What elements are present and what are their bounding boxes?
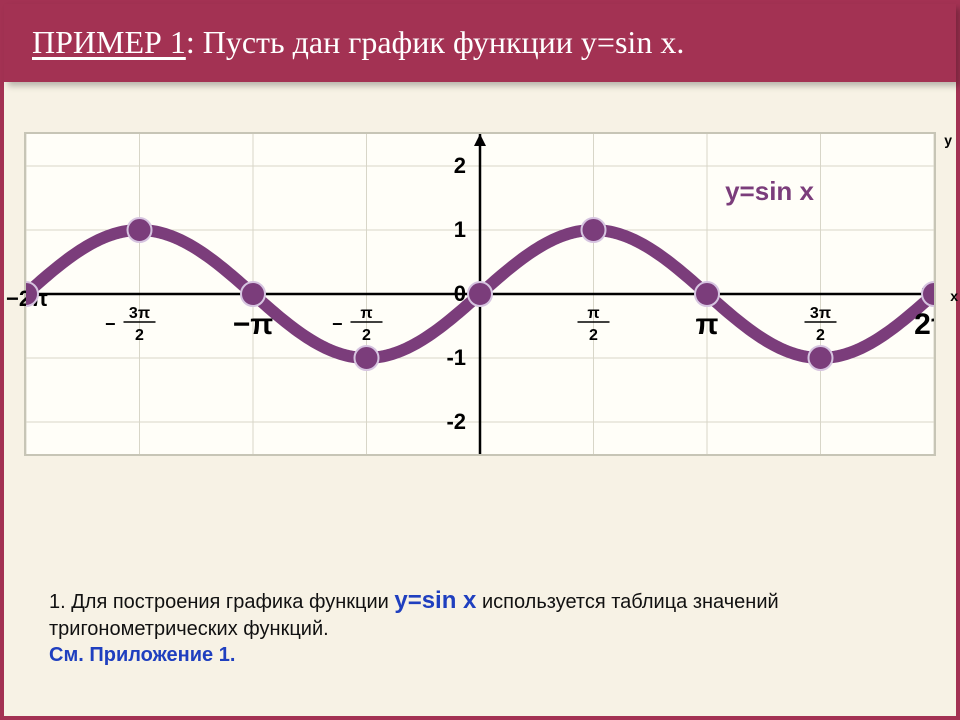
- caption-lead: 1. Для построения графика функции: [49, 591, 394, 613]
- caption-appendix: См. Приложение 1.: [49, 644, 235, 666]
- svg-text:0: 0: [454, 281, 466, 306]
- chart-svg: 210-1-2−3π2−π−π2π2π3π22π: [26, 134, 934, 454]
- svg-text:−: −: [105, 314, 116, 334]
- svg-text:π: π: [587, 305, 599, 322]
- svg-text:2: 2: [816, 327, 825, 344]
- y-axis-label: y: [944, 132, 952, 148]
- slide: ПРИМЕР 1: Пусть дан график функции y=sin…: [0, 0, 960, 720]
- svg-text:−π: −π: [233, 308, 274, 341]
- svg-text:-1: -1: [446, 345, 466, 370]
- title-prefix: ПРИМЕР 1: [32, 24, 186, 60]
- svg-text:2: 2: [454, 153, 466, 178]
- caption: 1. Для построения графика функции y=sin …: [49, 585, 916, 668]
- x-axis-label: x: [950, 288, 958, 304]
- svg-text:π: π: [360, 305, 372, 322]
- svg-text:3π: 3π: [129, 305, 150, 322]
- svg-text:1: 1: [454, 217, 466, 242]
- title-rest: : Пусть дан график функции y=sin x.: [186, 24, 685, 60]
- svg-text:2: 2: [589, 327, 598, 344]
- caption-fn: y=sin x: [394, 587, 476, 614]
- svg-text:−: −: [332, 314, 343, 334]
- svg-text:3π: 3π: [810, 305, 831, 322]
- title-box: ПРИМЕР 1: Пусть дан график функции y=sin…: [4, 4, 956, 82]
- chart: y x −2π y=sin x 210-1-2−3π2−π−π2π2π3π22π: [24, 132, 936, 456]
- svg-text:2π: 2π: [914, 308, 934, 341]
- svg-text:2: 2: [135, 327, 144, 344]
- svg-text:π: π: [696, 308, 719, 341]
- svg-text:2: 2: [362, 327, 371, 344]
- svg-text:-2: -2: [446, 409, 466, 434]
